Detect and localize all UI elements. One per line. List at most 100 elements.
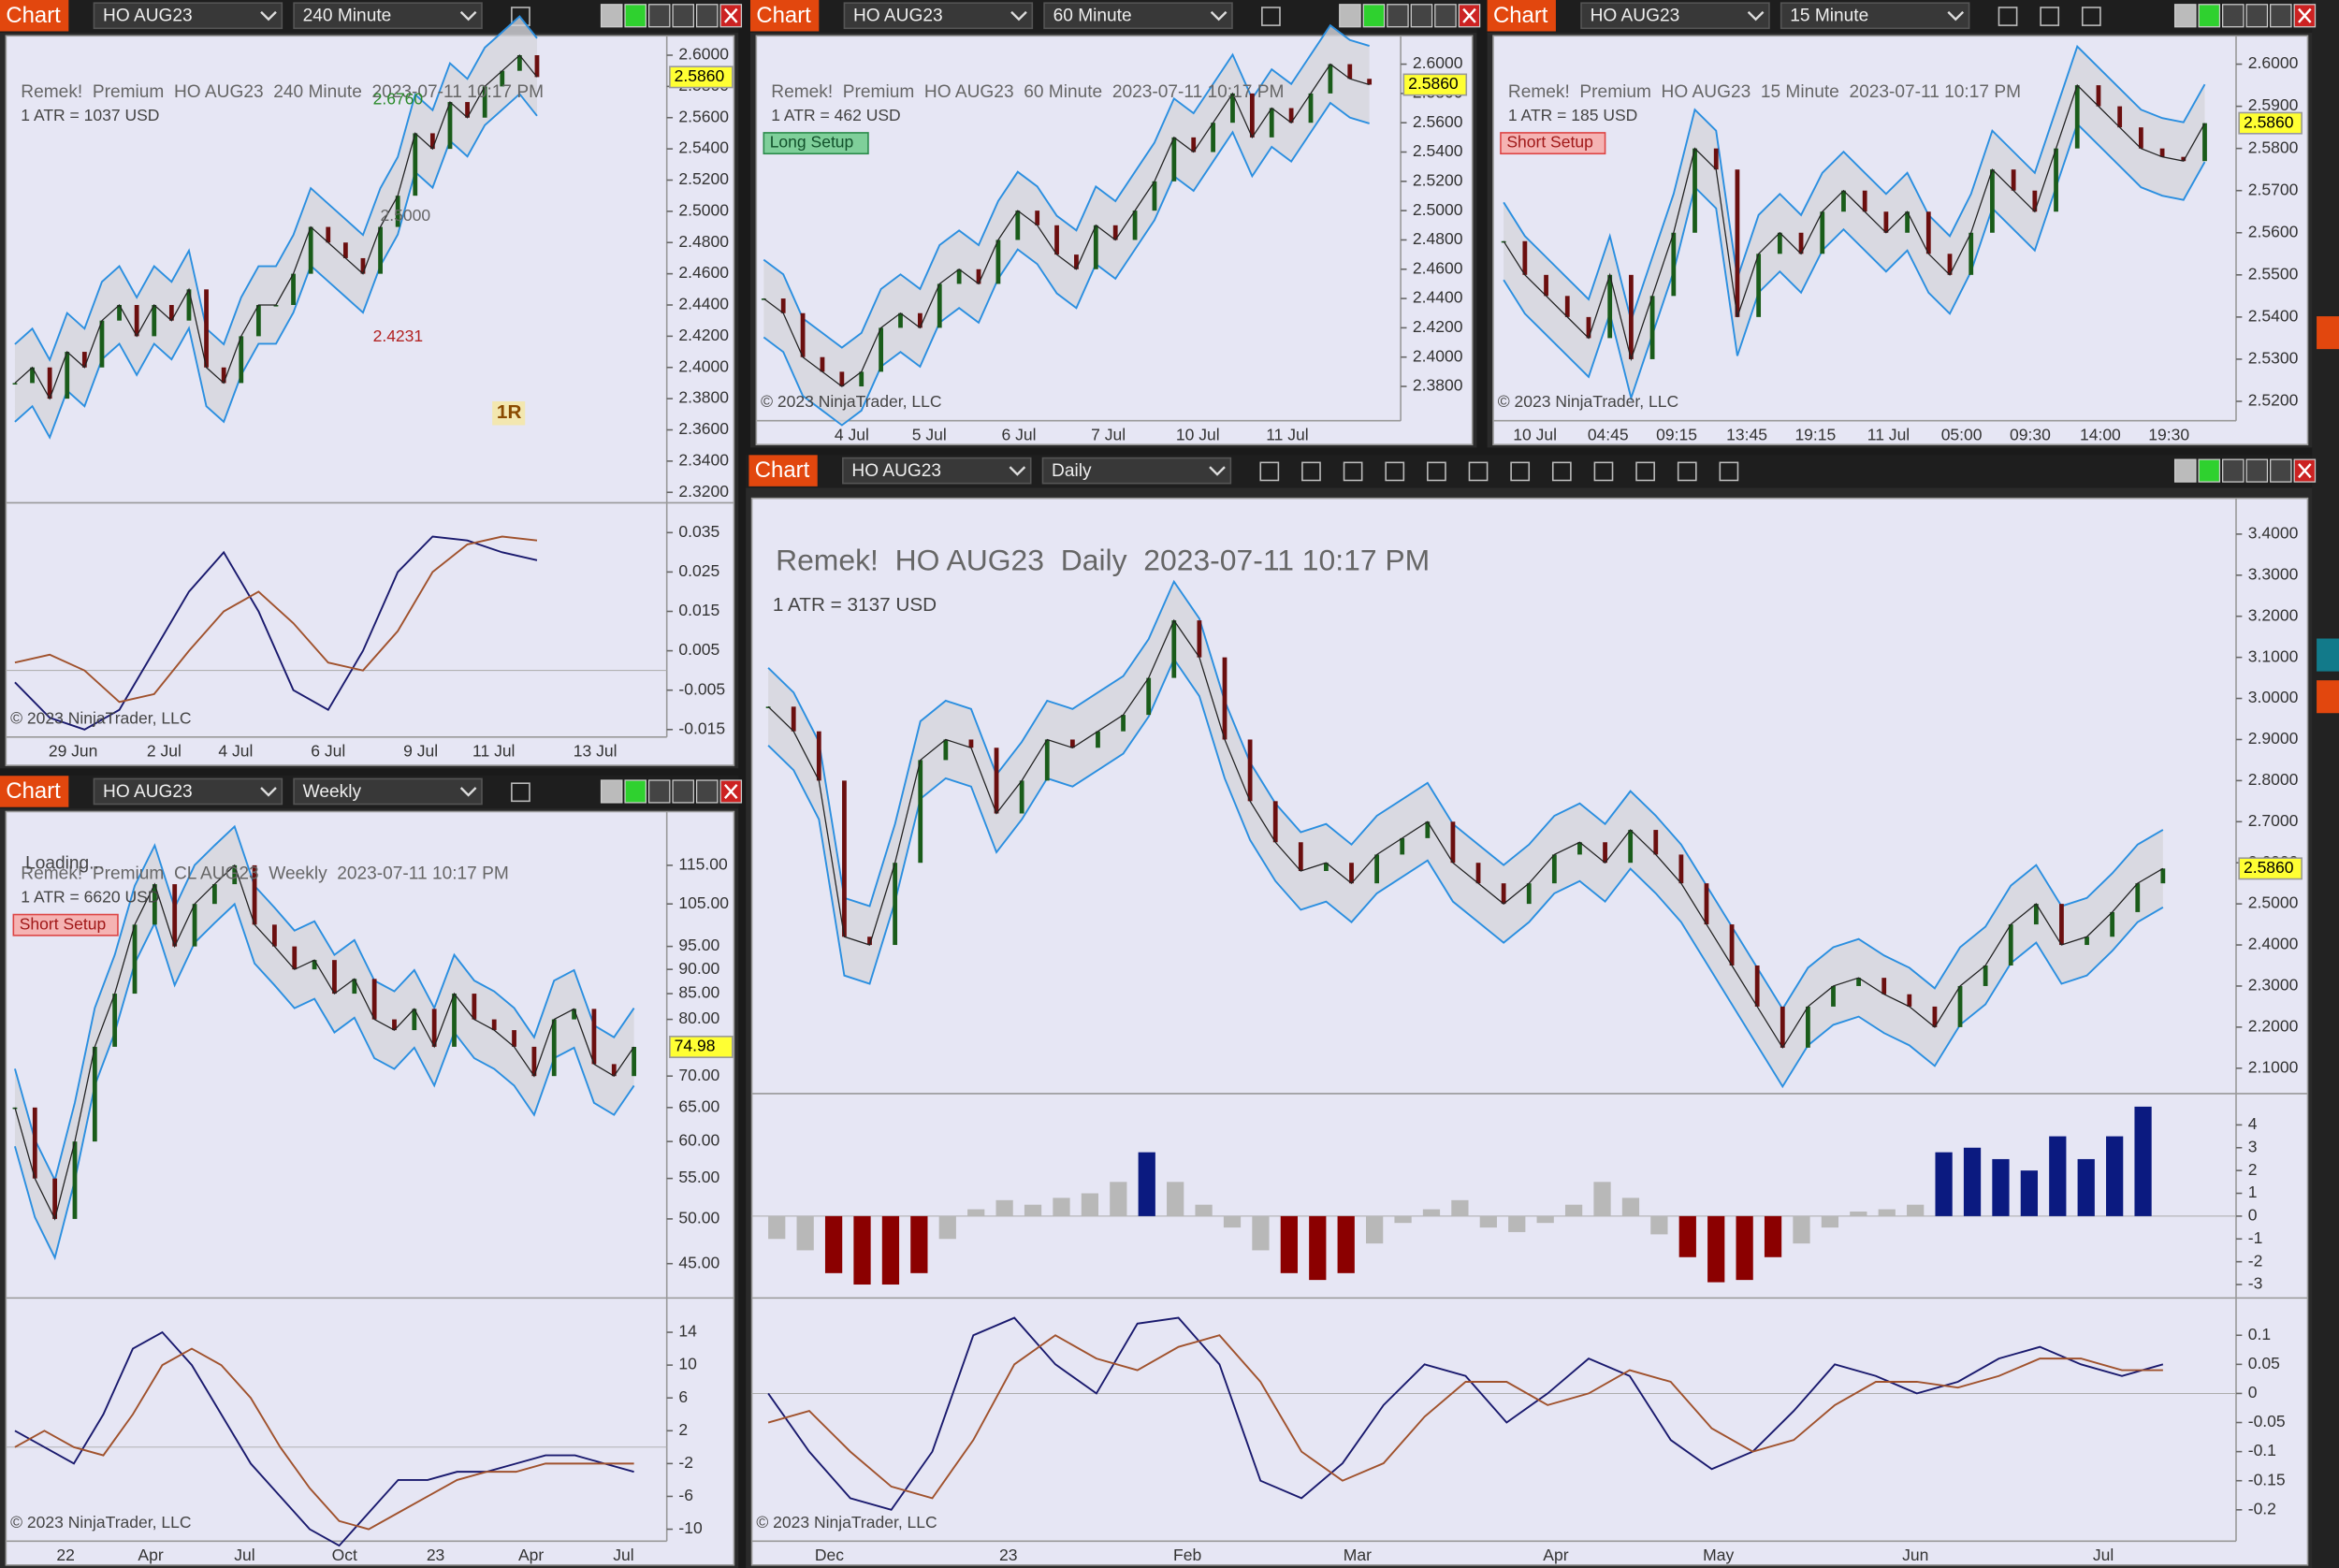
dropdown[interactable]	[93, 777, 283, 806]
time-label: Apr	[1543, 1546, 1568, 1564]
dropdown[interactable]	[1780, 2, 1970, 30]
price-tick-label: 2.5000	[1413, 200, 1463, 219]
toolbar-icon[interactable]	[1301, 461, 1321, 482]
window-control[interactable]	[624, 779, 647, 804]
window-control[interactable]	[647, 779, 671, 804]
window-control[interactable]	[2173, 4, 2197, 28]
dropdown[interactable]	[842, 457, 1032, 485]
window-control[interactable]	[1410, 4, 1433, 28]
window-control[interactable]	[600, 4, 623, 28]
toolbar-icon[interactable]	[1385, 461, 1405, 482]
window-control[interactable]	[2198, 458, 2221, 483]
candle	[893, 863, 898, 946]
toolbar-icon[interactable]	[1468, 461, 1489, 482]
toolbar-icon[interactable]	[2040, 7, 2060, 26]
toolbar-icon[interactable]	[1593, 461, 1614, 482]
dropdown[interactable]	[93, 2, 283, 30]
toolbar-icon[interactable]	[1343, 461, 1363, 482]
window-control[interactable]	[2245, 4, 2269, 28]
window-control[interactable]	[672, 4, 695, 28]
candle	[1222, 657, 1228, 740]
chart-button[interactable]	[749, 0, 820, 32]
dropdown[interactable]	[843, 2, 1034, 30]
candle	[1522, 240, 1528, 275]
toolbar-icon[interactable]	[1427, 461, 1446, 482]
price-tick-label: 2.3800	[1413, 376, 1463, 395]
annotation: 2.6760	[373, 89, 424, 108]
price-tick-label: 2.5500	[2248, 264, 2299, 283]
window-control[interactable]	[695, 4, 719, 28]
time-label: 04:45	[1588, 425, 1629, 443]
toolbar-icon[interactable]	[1998, 7, 2018, 26]
window-control[interactable]	[672, 779, 695, 804]
window-control[interactable]	[647, 4, 671, 28]
candle	[1883, 211, 1889, 233]
atr-label: 1 ATR = 185 USD	[1508, 106, 1637, 124]
histogram-bar	[824, 1215, 843, 1273]
annotation-box	[492, 400, 526, 426]
histogram-bar	[1451, 1199, 1469, 1216]
toolbar-icon[interactable]	[1261, 7, 1281, 26]
window-control[interactable]	[695, 779, 719, 804]
candle	[392, 1019, 397, 1031]
window-control[interactable]	[600, 779, 623, 804]
chart-button[interactable]	[748, 455, 818, 486]
toolbar-icon[interactable]	[1510, 461, 1531, 482]
candle	[572, 1009, 576, 1020]
candle	[1035, 211, 1040, 225]
dropdown[interactable]	[293, 2, 483, 30]
setup-badge	[1500, 132, 1606, 155]
time-label: Jul	[234, 1546, 254, 1564]
price-tick-label: 2.5400	[2248, 306, 2299, 325]
dropdown[interactable]	[293, 777, 483, 806]
window-control[interactable]	[1387, 4, 1409, 28]
chart-button[interactable]	[0, 776, 69, 807]
candle	[72, 1141, 78, 1219]
dropdown[interactable]	[1580, 2, 1770, 30]
envelope	[14, 16, 537, 438]
candle	[2085, 936, 2089, 946]
price-tick-label: 3.2000	[2248, 605, 2299, 624]
time-label: 6 Jul	[1001, 425, 1036, 443]
candle	[1841, 190, 1846, 212]
candle	[994, 748, 999, 814]
candle	[232, 864, 238, 885]
candle	[1544, 274, 1548, 297]
time-label: 09:15	[1656, 425, 1697, 443]
dropdown[interactable]	[1041, 457, 1232, 485]
dropdown[interactable]	[1043, 2, 1233, 30]
candle	[47, 367, 52, 399]
window-control[interactable]	[2173, 458, 2197, 483]
window-control[interactable]	[2198, 4, 2221, 28]
chart-button[interactable]	[0, 0, 69, 32]
chart-button[interactable]	[1487, 0, 1556, 32]
window-control[interactable]	[2222, 4, 2245, 28]
envelope-upper	[14, 15, 538, 362]
toolbar-icon[interactable]	[1551, 461, 1572, 482]
window-control[interactable]	[1362, 4, 1386, 28]
window-control[interactable]	[624, 4, 647, 28]
toolbar-icon[interactable]	[2081, 7, 2101, 26]
price-tick-label: 2.5900	[2248, 95, 2299, 114]
candle	[551, 1019, 557, 1077]
window-control[interactable]	[2270, 458, 2292, 483]
window-control[interactable]	[1434, 4, 1457, 28]
candle	[1754, 965, 1760, 1007]
candle	[1269, 108, 1274, 138]
window-control[interactable]	[1339, 4, 1361, 28]
candle	[255, 304, 261, 337]
window-control[interactable]	[2245, 458, 2269, 483]
candle	[1628, 274, 1634, 359]
candle	[1628, 830, 1634, 864]
window-control[interactable]	[2222, 458, 2245, 483]
candle	[112, 994, 118, 1047]
toolbar-icon[interactable]	[1635, 461, 1655, 482]
atr-label: 1 ATR = 1037 USD	[21, 106, 159, 124]
toolbar-icon[interactable]	[1259, 461, 1280, 482]
price-tick-label: 2.5700	[2248, 180, 2299, 198]
window-control[interactable]	[2270, 4, 2292, 28]
toolbar-icon[interactable]	[511, 782, 530, 803]
price-tick-label: -0.2	[2248, 1499, 2276, 1517]
toolbar-icon[interactable]	[1719, 461, 1739, 482]
toolbar-icon[interactable]	[1677, 461, 1697, 482]
